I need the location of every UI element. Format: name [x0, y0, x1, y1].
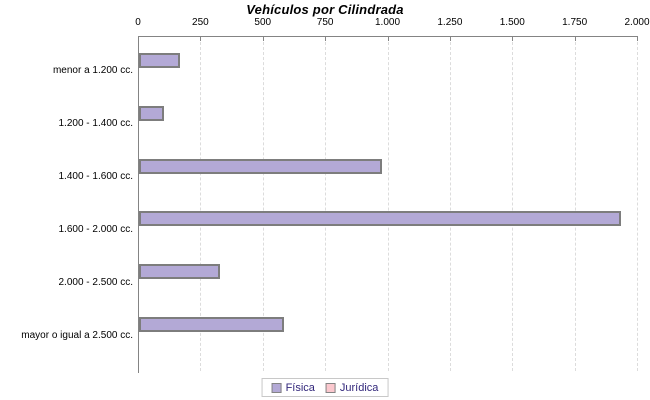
y-axis-line: [138, 36, 139, 373]
category-label: 1.400 - 1.600 cc.: [58, 171, 134, 182]
x-axis-tick: [263, 37, 264, 41]
gridline: [512, 37, 514, 371]
legend-label: Física: [285, 381, 315, 394]
x-tick-label: 1.500: [499, 17, 525, 28]
category-label: 1.600 - 2.000 cc.: [58, 224, 134, 235]
legend-swatch-icon: [325, 382, 336, 393]
x-tick-label: 250: [192, 17, 209, 28]
gridline: [200, 37, 202, 371]
legend-entry-juridica: Jurídica: [325, 381, 379, 394]
category-label: menor a 1.200 cc.: [52, 65, 133, 76]
x-tick-label: 500: [254, 17, 272, 28]
x-axis-tick: [512, 37, 513, 41]
x-axis-line: [138, 36, 638, 37]
x-axis-tick: [637, 37, 638, 41]
x-axis-tick: [325, 37, 326, 41]
legend-entry-fisica: Física: [271, 381, 315, 394]
x-tick-label: 1.000: [374, 17, 401, 28]
gridline: [262, 37, 264, 371]
x-axis-tick: [200, 37, 201, 41]
gridline: [637, 37, 638, 371]
chart-title: Vehículos por Cilindrada: [246, 2, 404, 17]
legend: Física Jurídica: [261, 378, 389, 397]
bar-1: [139, 53, 180, 68]
bar-3: [139, 159, 382, 174]
x-tick-label: 1.750: [562, 17, 588, 28]
x-tick-label: 0: [135, 17, 141, 28]
bar-4: [139, 211, 621, 226]
x-tick-label: 2.000: [624, 17, 650, 28]
category-label: 2.000 - 2.500 cc.: [58, 277, 134, 288]
bar-2: [139, 106, 164, 121]
x-axis-tick: [138, 37, 139, 41]
gridline: [574, 37, 576, 371]
category-label: 1.200 - 1.400 cc.: [58, 118, 134, 129]
gridline: [387, 37, 389, 371]
bar-6: [139, 317, 284, 332]
legend-label: Jurídica: [339, 381, 379, 394]
x-axis-tick: [450, 37, 451, 41]
category-label: mayor o igual a 2.500 cc.: [21, 330, 133, 341]
bar-5: [139, 264, 220, 279]
gridline: [449, 37, 451, 371]
legend-swatch-icon: [271, 382, 282, 393]
x-axis-tick: [388, 37, 389, 41]
x-tick-label: 750: [316, 17, 334, 28]
x-tick-label: 1.250: [437, 17, 463, 28]
x-axis-tick: [575, 37, 576, 41]
gridline: [325, 37, 327, 371]
